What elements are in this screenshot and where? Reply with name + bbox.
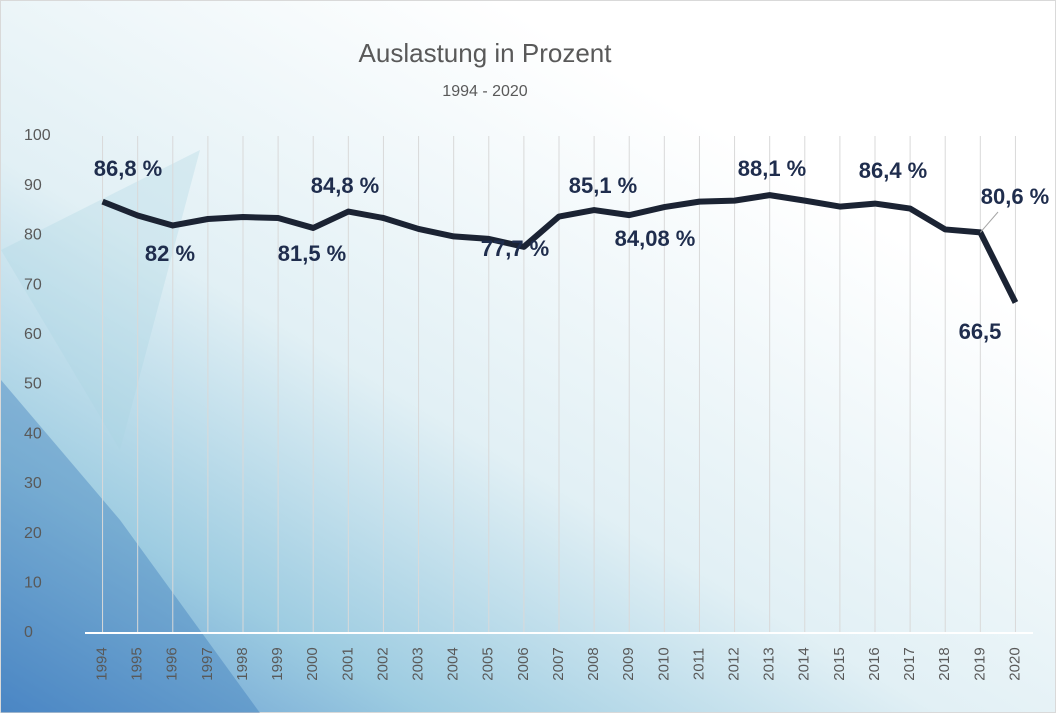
x-tick-label: 2008	[585, 647, 602, 680]
x-tick-label: 2005	[480, 647, 497, 680]
data-label: 82 %	[145, 241, 195, 266]
x-tick-label: 2011	[690, 648, 707, 680]
y-tick-label: 20	[24, 525, 42, 542]
y-tick-label: 50	[24, 376, 42, 393]
data-label: 85,1 %	[569, 173, 638, 198]
y-tick-label: 0	[24, 624, 33, 641]
x-tick-label: 1995	[129, 647, 146, 680]
y-tick-label: 10	[24, 575, 42, 592]
x-tick-label: 2013	[761, 647, 778, 680]
y-tick-label: 80	[24, 227, 42, 244]
y-tick-label: 70	[24, 276, 42, 293]
x-tick-label: 2001	[339, 647, 356, 680]
x-tick-label: 2003	[410, 647, 427, 680]
background-shape	[1, 150, 200, 450]
x-tick-label: 2018	[936, 647, 953, 680]
data-label: 86,4 %	[859, 158, 928, 183]
x-tick-label: 1997	[199, 647, 216, 680]
x-tick-label: 2020	[1006, 647, 1023, 680]
background-shape	[1, 380, 260, 713]
x-tick-label: 1996	[164, 647, 181, 680]
y-tick-label: 60	[24, 326, 42, 343]
data-label: 84,8 %	[311, 173, 380, 198]
y-tick-label: 40	[24, 425, 42, 442]
x-tick-label: 2014	[796, 647, 813, 680]
x-tick-label: 2015	[831, 647, 848, 680]
data-label: 84,08 %	[615, 226, 696, 251]
x-tick-label: 1999	[269, 647, 286, 680]
x-tick-label: 2012	[726, 647, 743, 680]
data-line	[101, 192, 1019, 304]
x-tick-label: 2019	[971, 647, 988, 680]
x-tick-label: 1998	[234, 647, 251, 680]
data-label: 81,5 %	[278, 241, 347, 266]
y-tick-label: 100	[24, 127, 51, 144]
x-tick-label: 1994	[94, 647, 111, 680]
x-tick-label: 2016	[866, 647, 883, 680]
x-tick-label: 2004	[445, 647, 462, 680]
x-tick-label: 2007	[550, 647, 567, 680]
x-tick-label: 2017	[901, 647, 918, 680]
y-tick-label: 90	[24, 177, 42, 194]
data-label: 86,8 %	[94, 156, 163, 181]
data-label: 77,7 %	[481, 236, 550, 261]
x-tick-label: 2010	[655, 647, 672, 680]
data-label: 80,6 %	[981, 184, 1050, 209]
y-tick-label: 30	[24, 475, 42, 492]
x-tick-label: 2009	[620, 647, 637, 680]
data-label: 88,1 %	[738, 156, 807, 181]
chart-title: Auslastung in Prozent	[359, 38, 613, 68]
x-tick-label: 2000	[304, 647, 321, 680]
leader-line	[979, 211, 999, 233]
x-tick-label: 2002	[374, 647, 391, 680]
x-tick-label: 2006	[515, 647, 532, 680]
chart-subtitle: 1994 - 2020	[442, 83, 528, 100]
data-label: 66,5	[959, 319, 1002, 344]
